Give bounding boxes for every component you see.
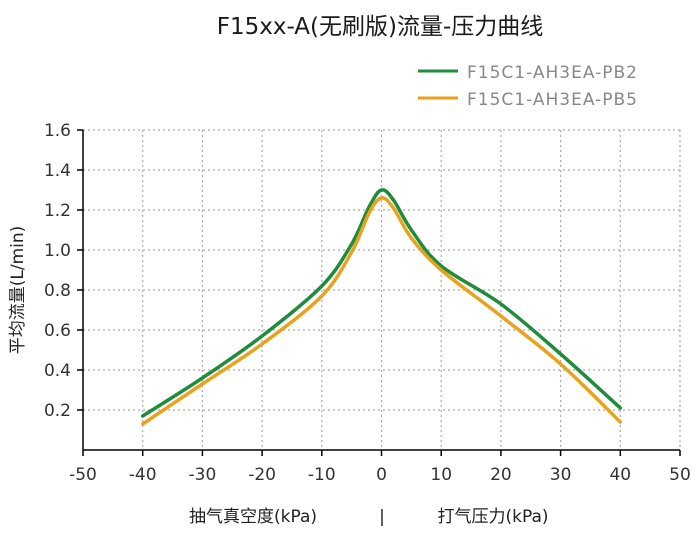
series-line-pb2 xyxy=(140,188,623,418)
y-tick-label-1: 0.4 xyxy=(44,361,71,381)
x-tick-label-1: -40 xyxy=(129,465,157,485)
y-tick-label-4: 1.0 xyxy=(44,241,71,261)
y-tick-label-0: 0.2 xyxy=(44,401,71,421)
y-tick-label-6: 1.4 xyxy=(44,161,71,181)
axes xyxy=(77,129,681,456)
x-tick-label-10: 50 xyxy=(669,465,691,485)
x-tick-label-4: -10 xyxy=(308,465,336,485)
chart-title: F15xx-A(无刷版)流量-压力曲线 xyxy=(217,14,544,40)
x-tick-label-3: -20 xyxy=(248,465,276,485)
x-tick-label-0: -50 xyxy=(69,465,97,485)
x-tick-labels: -50 -40 -30 -20 -10 0 10 20 30 40 50 xyxy=(69,465,691,485)
x-tick-label-8: 30 xyxy=(550,465,572,485)
x-axis-label-left: 抽气真空度(kPa) xyxy=(189,507,317,527)
y-tick-label-7: 1.6 xyxy=(44,121,71,141)
legend-label-pb5: F15C1-AH3EA-PB5 xyxy=(467,90,638,110)
y-tick-label-2: 0.6 xyxy=(44,321,71,341)
x-axis-label-separator: | xyxy=(379,507,385,527)
x-tick-label-9: 40 xyxy=(609,465,631,485)
grid xyxy=(83,129,681,450)
y-axis-label: 平均流量(L/min) xyxy=(8,226,28,355)
y-tick-labels: 0.2 0.4 0.6 0.8 1.0 1.2 1.4 1.6 xyxy=(44,121,71,421)
x-tick-label-6: 10 xyxy=(430,465,452,485)
x-tick-label-5: 0 xyxy=(376,465,387,485)
legend: F15C1-AH3EA-PB2 F15C1-AH3EA-PB5 xyxy=(418,63,638,110)
x-axis-label-right: 打气压力(kPa) xyxy=(437,507,548,527)
legend-label-pb2: F15C1-AH3EA-PB2 xyxy=(467,63,638,83)
y-tick-label-5: 1.2 xyxy=(44,201,71,221)
series-lines xyxy=(140,188,623,426)
y-tick-label-3: 0.8 xyxy=(44,281,71,301)
x-tick-label-7: 20 xyxy=(490,465,512,485)
series-line-pb5 xyxy=(140,196,623,426)
x-tick-label-2: -30 xyxy=(189,465,217,485)
